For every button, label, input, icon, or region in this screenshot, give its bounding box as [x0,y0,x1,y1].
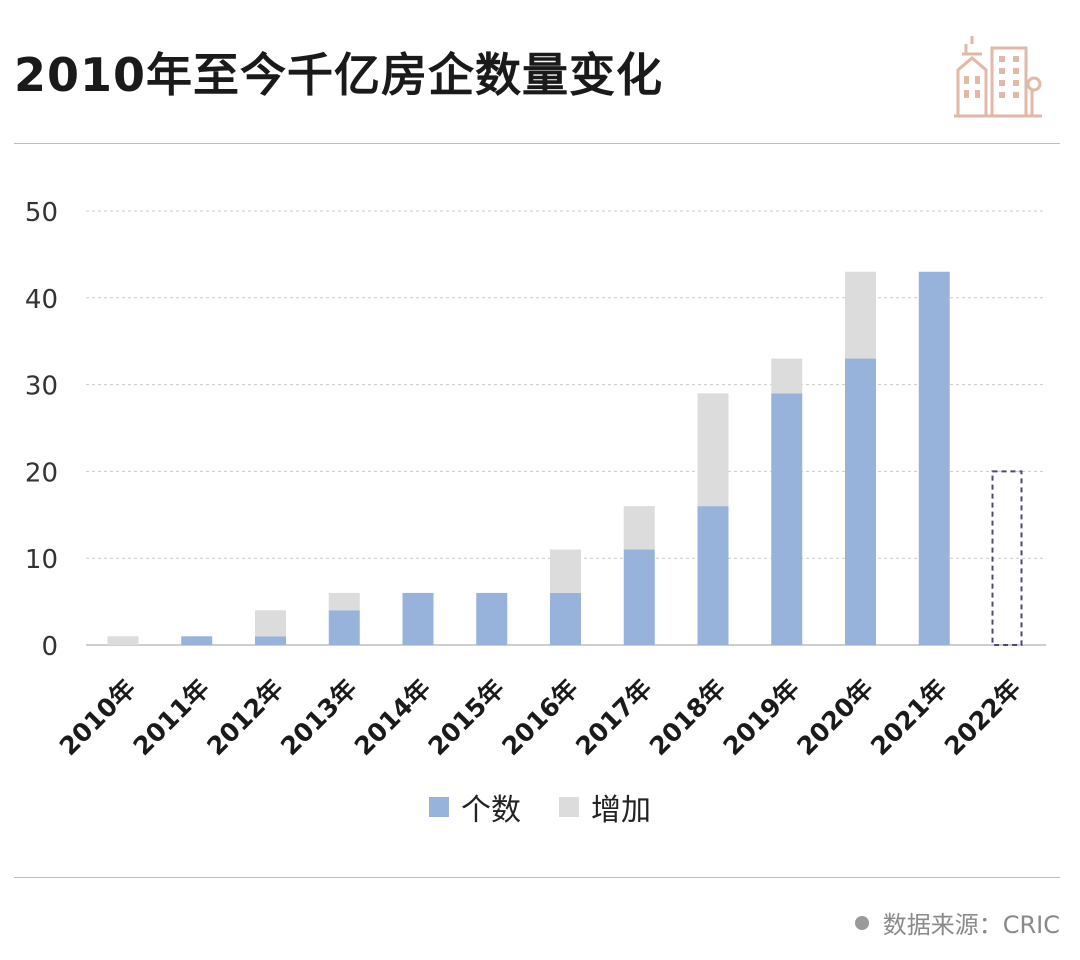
bar-count [328,610,360,645]
bar-count [255,636,286,645]
chart-legend: 个数 增加 [0,785,1080,829]
bar-increase [328,592,360,611]
x-tick-label: 2014年 [349,674,436,761]
y-tick-label: 40 [25,285,58,315]
x-tick-label: 2015年 [423,674,510,761]
legend-swatch-increase [559,797,579,817]
x-tick-label: 2018年 [644,674,731,761]
chart-title: 2010年至今千亿房企数量变化 [14,48,664,102]
source-note: 数据来源：CRIC [854,905,1060,940]
bar-forecast-outline [991,470,1023,646]
bar-increase [107,636,139,645]
bar-increase [845,271,876,359]
bar-count [697,506,729,645]
legend-item-count: 个数 [429,785,521,829]
bar-increase [697,393,729,507]
y-tick-label: 50 [25,198,58,228]
x-tick-label: 2011年 [128,674,215,761]
bar-count [476,592,508,645]
bar-count [550,592,581,645]
x-tick-label: 2021年 [865,674,952,761]
building-icon [954,36,1042,118]
legend-label-count: 个数 [461,793,521,828]
x-tick-label: 2016年 [496,674,583,761]
y-tick-label: 10 [25,545,58,575]
x-tick-label: 2013年 [275,674,362,761]
bar-count [623,549,655,645]
legend-swatch-count [429,797,449,817]
bar-increase [550,549,581,593]
x-tick-label: 2019年 [718,674,805,761]
x-tick-label: 2010年 [54,674,141,761]
legend-label-increase: 增加 [591,793,651,828]
y-tick-label: 20 [25,458,58,488]
bar-count [845,358,876,645]
x-tick-label: 2012年 [201,674,288,761]
bullet-icon [854,915,869,930]
stacked-bar-chart: 0 10 20 30 40 50 2010年2011年2012年2013年2014年2015… [25,198,1046,761]
bar-increase [771,358,803,394]
bar-increase [623,506,655,550]
bar-count [402,592,434,645]
bar-count [181,636,213,645]
bottom-divider [14,877,1060,878]
x-tick-label: 2022年 [939,674,1026,761]
source-text: 数据来源：CRIC [882,911,1060,939]
y-tick-label: 0 [41,632,58,662]
legend-item-increase: 增加 [559,785,651,829]
x-tick-label: 2020年 [791,674,878,761]
bar-count [771,393,803,645]
bar-count [918,271,950,645]
y-tick-label: 30 [25,372,58,402]
x-tick-label: 2017年 [570,674,657,761]
top-divider [14,143,1060,144]
bar-increase [255,610,286,637]
